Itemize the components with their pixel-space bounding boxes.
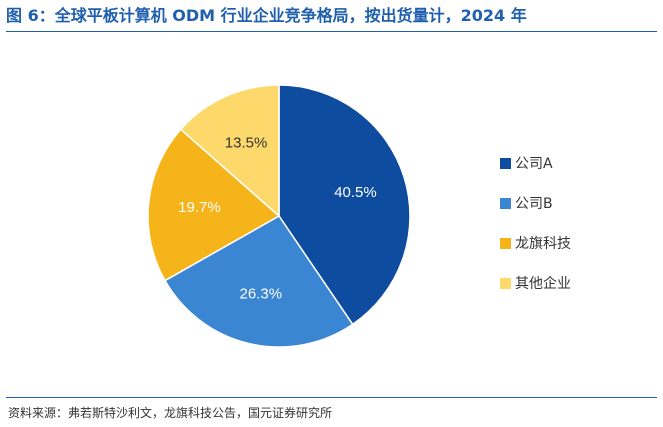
data-label-其他企业: 13.5% [225,135,268,152]
pie-slices [147,84,411,348]
pie-slice-公司B [163,215,354,348]
legend-swatch-公司B [500,198,511,209]
legend-label-公司A: 公司A [515,156,553,172]
pie-slice-其他企业 [179,84,280,218]
pie-data-labels: 40.5% 26.3% 19.7% 13.5% [178,135,377,303]
data-label-龙旗科技: 19.7% [178,199,221,216]
legend-label-龙旗科技: 龙旗科技 [515,236,571,252]
data-label-公司B: 26.3% [240,285,283,302]
title-divider [6,31,657,32]
legend-swatch-龙旗科技 [500,238,511,249]
source-note: 资料来源：弗若斯特沙利文，龙旗科技公告，国元证券研究所 [8,406,333,420]
legend-label-其他企业: 其他企业 [515,275,571,292]
legend-swatch-其他企业 [500,278,511,289]
data-label-公司A: 40.5% [334,184,377,201]
pie-slice-公司A [278,84,411,326]
legend-label-公司B: 公司B [515,196,553,212]
chart-title: 图 6：全球平板计算机 ODM 行业企业竞争格局，按出货量计，2024 年 [6,6,527,25]
legend-swatch-公司A [500,158,511,169]
footer-divider [6,397,657,398]
pie-slice-龙旗科技 [147,128,281,282]
